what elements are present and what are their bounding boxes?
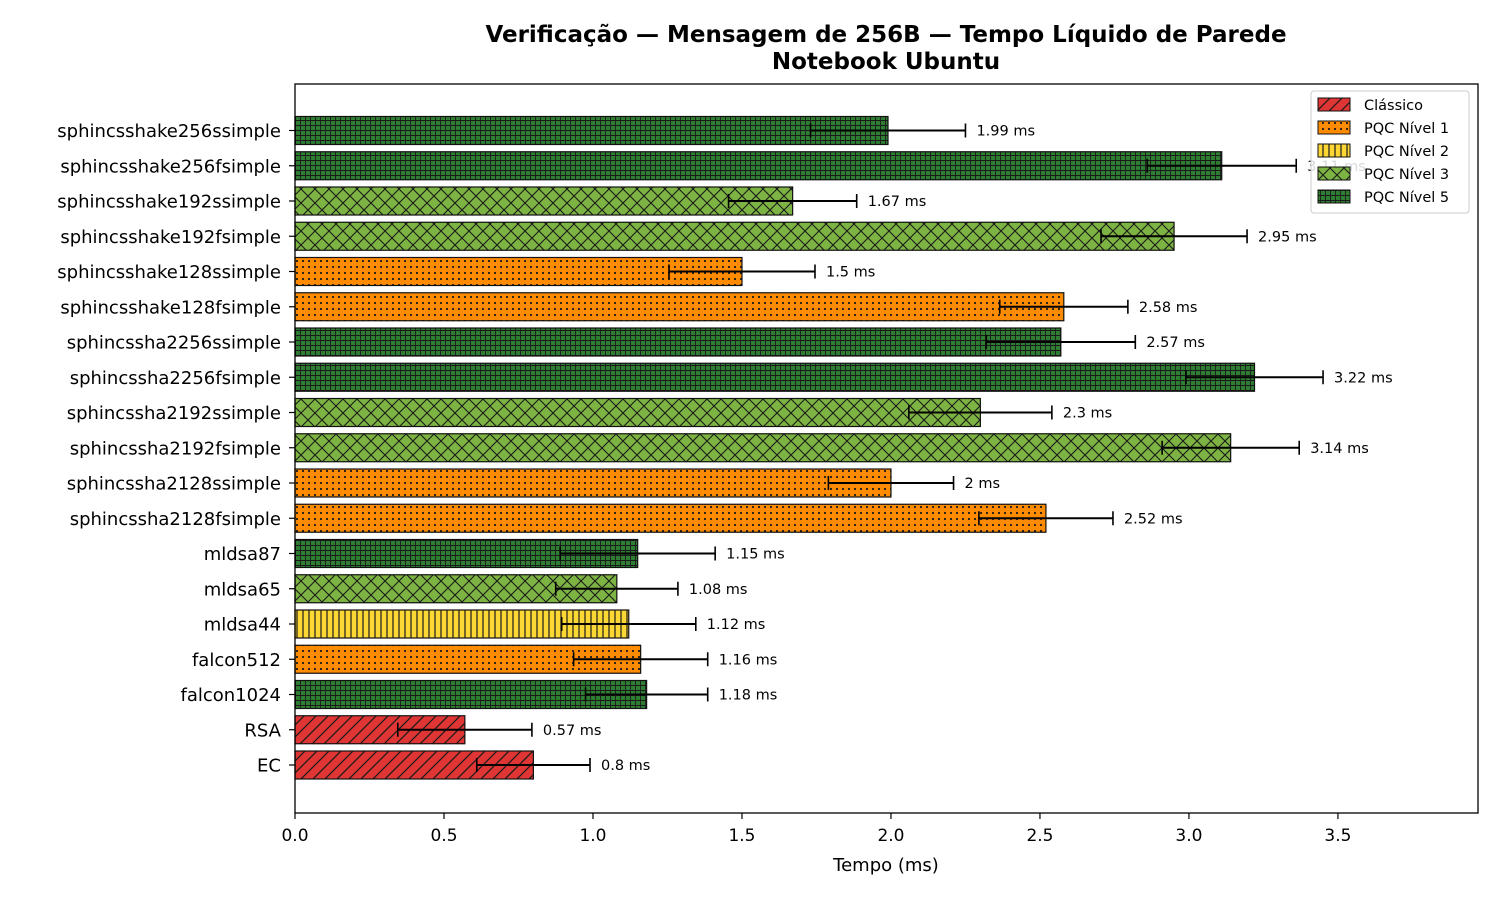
error-bar-sphincssha2256fsimple: [1185, 370, 1324, 385]
value-label-sphincssha2128ssimple: 2 ms: [965, 476, 1001, 492]
legend-swatch-1: [1317, 120, 1351, 135]
legend-swatch-0: [1317, 97, 1351, 112]
x-axis: 0.0 0.5 1.0 1.5 2.0 2.5 3.0 3.5: [281, 813, 1351, 846]
value-label-mldsa65: 1.08 ms: [689, 582, 748, 598]
error-bar-sphincssha2128fsimple: [978, 511, 1114, 526]
error-bar-sphincsshake128fsimple: [998, 299, 1129, 314]
x-tick-label-3.0: 3.0: [1175, 826, 1202, 846]
y-tick-label-RSA: RSA: [244, 720, 281, 741]
y-tick-label-sphincssha2192ssimple: sphincssha2192ssimple: [67, 403, 281, 424]
bar-sphincssha2128fsimple: [294, 503, 1047, 533]
bar-sphincssha2192ssimple: [294, 397, 981, 428]
y-tick-label-sphincssha2256fsimple: sphincssha2256fsimple: [70, 368, 281, 389]
value-label-sphincssha2256ssimple: 2.57 ms: [1146, 335, 1205, 351]
value-label-sphincssha2128fsimple: 2.52 ms: [1124, 511, 1183, 527]
bar-sphincsshake256fsimple: [294, 151, 1223, 181]
value-label-mldsa87: 1.15 ms: [726, 547, 785, 563]
y-tick-label-sphincssha2128fsimple: sphincssha2128fsimple: [70, 509, 281, 530]
bar-sphincssha2256ssimple: [294, 327, 1062, 357]
bar-sphincssha2192fsimple: [294, 433, 1232, 463]
error-bar-sphincssha2128ssimple: [827, 476, 955, 490]
bar-sphincsshake192fsimple: [294, 221, 1175, 251]
legend-label-4: PQC Nível 5: [1364, 190, 1449, 206]
bar-sphincsshake128fsimple: [294, 292, 1065, 322]
bar-sphincssha2128ssimple: [294, 468, 892, 498]
bar-sphincsshake192ssimple: [294, 186, 794, 216]
legend-label-2: PQC Nível 2: [1364, 144, 1449, 160]
y-tick-label-sphincssha2192fsimple: sphincssha2192fsimple: [70, 438, 281, 459]
value-label-sphincssha2192fsimple: 3.14 ms: [1310, 441, 1369, 457]
x-tick-label-2.5: 2.5: [1026, 826, 1053, 846]
error-bar-mldsa44: [560, 617, 697, 631]
legend-label-1: PQC Nível 1: [1364, 121, 1449, 137]
value-label-EC: 0.8 ms: [601, 758, 650, 774]
error-bar-RSA: [397, 722, 533, 737]
legend: Clássico PQC Nível 1 PQC Nível 2 PQC Nível …: [1310, 90, 1470, 214]
legend-swatch-2: [1317, 143, 1351, 158]
x-tick-label-1.5: 1.5: [728, 826, 755, 846]
y-tick-label-falcon512: falcon512: [192, 650, 281, 671]
error-bars-layer: [397, 123, 1324, 772]
value-label-sphincsshake192ssimple: 1.67 ms: [868, 194, 927, 210]
error-bar-sphincsshake256ssimple: [809, 123, 967, 138]
y-tick-label-mldsa65: mldsa65: [204, 579, 281, 600]
value-label-RSA: 0.57 ms: [543, 723, 602, 739]
error-bar-EC: [475, 758, 591, 772]
x-tick-label-0.0: 0.0: [281, 826, 308, 846]
value-label-sphincsshake256ssimple: 1.99 ms: [976, 124, 1035, 140]
chart-title: Verificação — Mensagem de 256B — Tempo L…: [485, 22, 1286, 48]
x-tick-label-2.0: 2.0: [877, 826, 904, 846]
value-label-sphincsshake128fsimple: 2.58 ms: [1139, 300, 1198, 316]
error-bar-sphincsshake128ssimple: [668, 264, 816, 279]
y-tick-label-sphincsshake128fsimple: sphincsshake128fsimple: [60, 297, 281, 318]
x-tick-label-0.5: 0.5: [430, 826, 457, 846]
value-label-sphincssha2192ssimple: 2.3 ms: [1063, 406, 1112, 422]
y-tick-label-sphincsshake128ssimple: sphincsshake128ssimple: [57, 262, 281, 283]
y-tick-label-sphincsshake256ssimple: sphincsshake256ssimple: [57, 121, 281, 142]
value-label-sphincssha2256fsimple: 3.22 ms: [1334, 370, 1393, 386]
y-tick-label-sphincsshake192fsimple: sphincsshake192fsimple: [60, 227, 281, 248]
bars-layer: [294, 115, 1256, 780]
error-bar-sphincssha2256ssimple: [985, 335, 1137, 349]
y-tick-label-mldsa87: mldsa87: [204, 544, 281, 565]
y-tick-label-EC: EC: [257, 756, 281, 777]
error-bar-mldsa87: [559, 546, 716, 561]
value-label-falcon512: 1.16 ms: [719, 652, 778, 668]
y-tick-label-sphincsshake256fsimple: sphincsshake256fsimple: [60, 156, 281, 177]
bar-sphincsshake256ssimple: [294, 115, 889, 146]
error-bar-sphincsshake256fsimple: [1146, 158, 1298, 173]
x-axis-label: Tempo (ms): [832, 855, 939, 876]
x-tick-label-3.5: 3.5: [1324, 826, 1351, 846]
y-tick-label-sphincssha2128ssimple: sphincssha2128ssimple: [67, 474, 281, 495]
value-label-sphincsshake128ssimple: 1.5 ms: [826, 265, 875, 281]
legend-swatch-4: [1317, 189, 1351, 204]
x-tick-label-1.0: 1.0: [579, 826, 606, 846]
error-bar-sphincsshake192fsimple: [1100, 229, 1248, 244]
error-bar-sphincssha2192fsimple: [1161, 440, 1301, 455]
error-bar-sphincssha2192ssimple: [908, 405, 1053, 420]
legend-label-3: PQC Nível 3: [1364, 167, 1449, 183]
y-tick-label-sphincssha2256ssimple: sphincssha2256ssimple: [67, 333, 281, 354]
value-label-falcon1024: 1.18 ms: [719, 688, 778, 704]
chart-subtitle: Notebook Ubuntu: [772, 49, 1000, 75]
error-bar-sphincsshake192ssimple: [727, 194, 858, 208]
error-bar-falcon1024: [584, 687, 709, 702]
plot-frame: [294, 83, 1479, 814]
value-label-sphincsshake192fsimple: 2.95 ms: [1258, 229, 1317, 245]
value-label-mldsa44: 1.12 ms: [707, 617, 766, 633]
y-tick-label-mldsa44: mldsa44: [204, 615, 281, 636]
error-bar-mldsa65: [554, 581, 679, 596]
error-bar-falcon512: [572, 652, 709, 667]
value-labels-layer: 0.8 ms 0.57 ms 1.18 ms 1.16 ms 1.12 ms 1.08 m…: [543, 124, 1393, 775]
y-tick-label-falcon1024: falcon1024: [181, 685, 282, 706]
y-tick-label-sphincsshake192ssimple: sphincsshake192ssimple: [57, 192, 281, 213]
y-axis: EC RSA falcon1024 falcon512 mldsa44 mldsa65 ml…: [57, 121, 295, 777]
bar-sphincssha2256fsimple: [294, 362, 1256, 392]
legend-swatch-3: [1317, 166, 1351, 181]
legend-label-0: Clássico: [1364, 98, 1423, 114]
